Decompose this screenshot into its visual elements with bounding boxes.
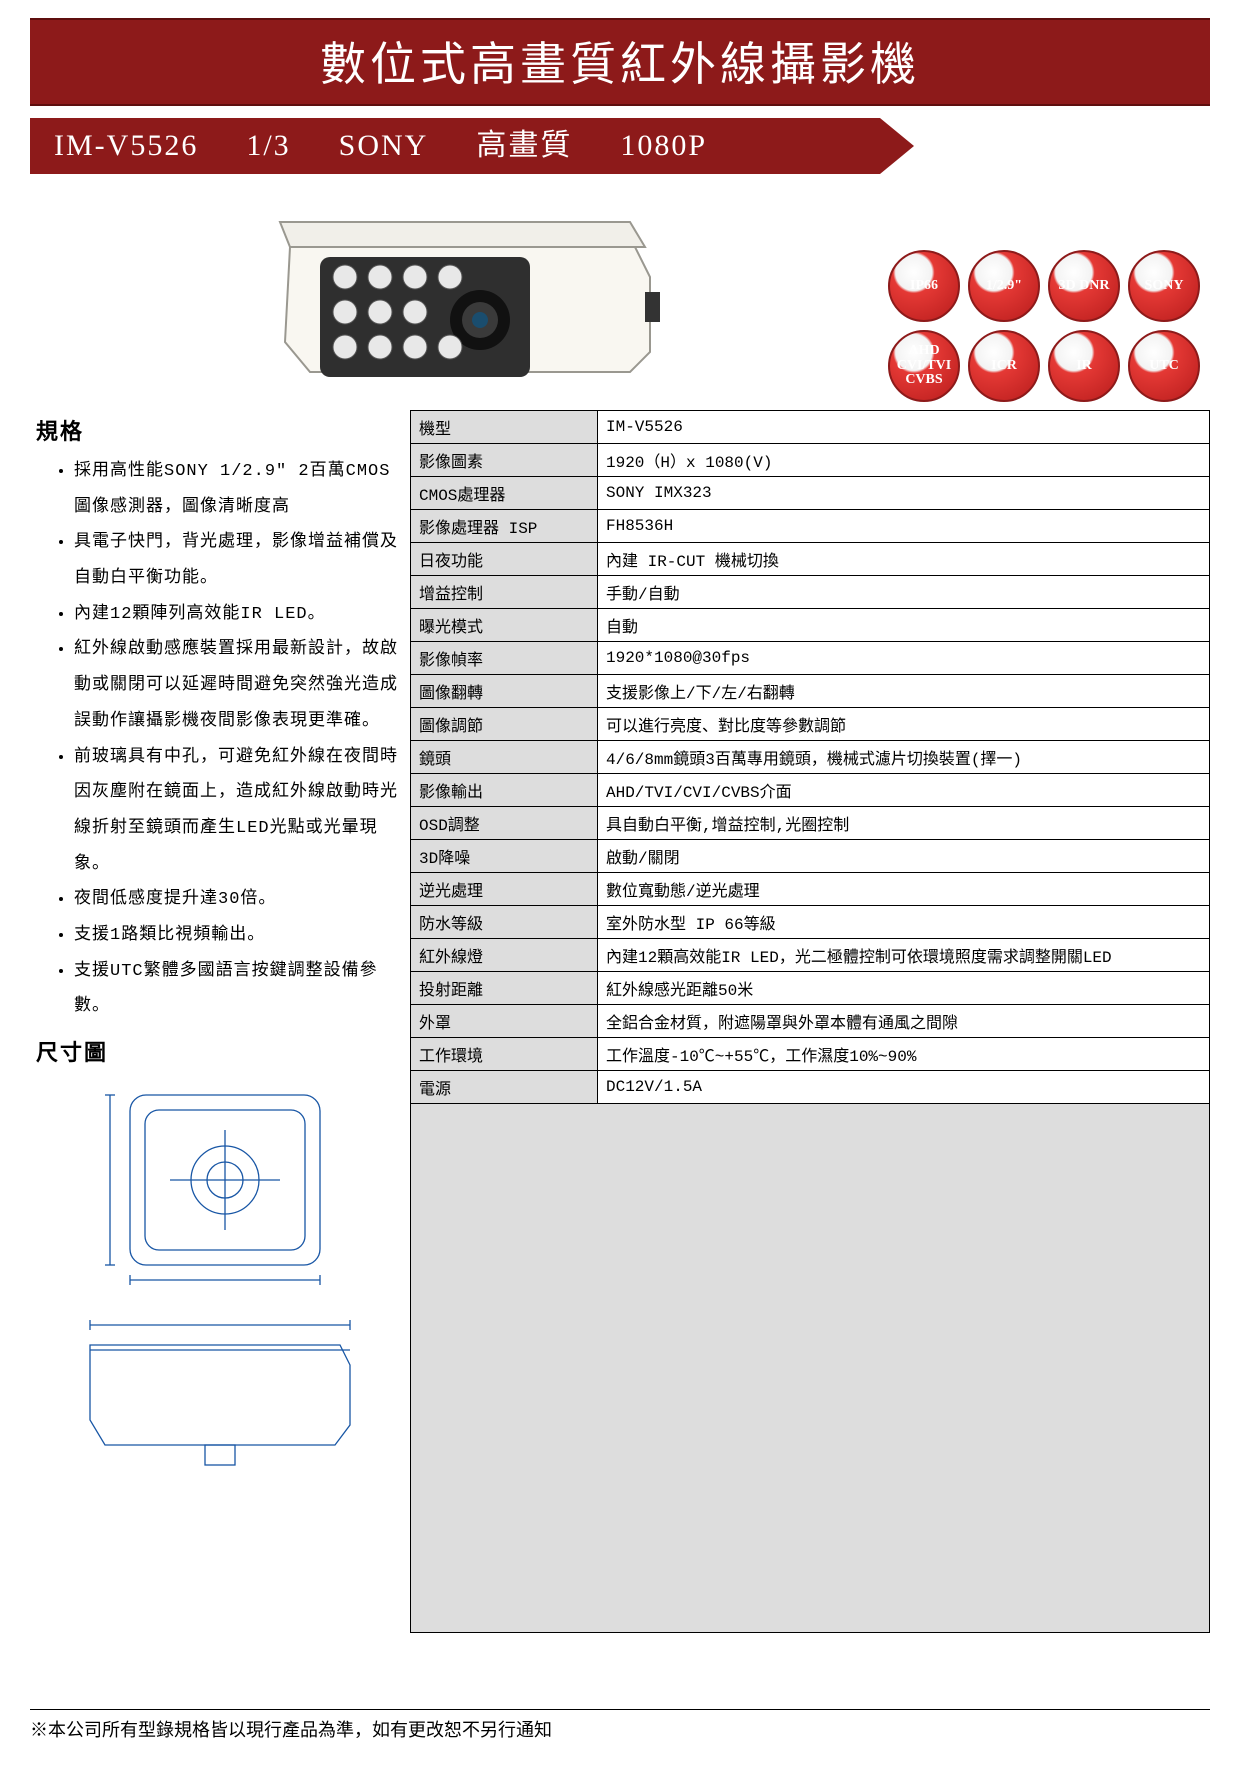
table-key: 增益控制 [411,576,598,609]
table-key: 鏡頭 [411,741,598,774]
table-value: 紅外線感光距離50米 [598,972,1210,1005]
spec-bullet: 採用高性能SONY 1/2.9" 2百萬CMOS圖像感測器，圖像清晰度高 [74,454,402,525]
spec-heading: 規格 [36,414,402,446]
spec-bullet: 支援1路類比視頻輸出。 [74,918,402,954]
page-title: 數位式高畫質紅外線攝影機 [30,28,1210,94]
footer-note: ※本公司所有型錄規格皆以現行產品為準，如有更改恕不另行通知 [30,1709,1210,1742]
dimension-drawing [30,1075,402,1475]
table-value: 室外防水型 IP 66等級 [598,906,1210,939]
table-row: CMOS處理器SONY IMX323 [411,477,1210,510]
feature-badge-2: 3D DNR [1048,250,1120,322]
spec-bullets: 採用高性能SONY 1/2.9" 2百萬CMOS圖像感測器，圖像清晰度高具電子快… [30,454,402,1025]
table-key: 逆光處理 [411,873,598,906]
spec-bullet: 支援UTC繁體多國語言按鍵調整設備參數。 [74,954,402,1025]
table-row: 影像圖素1920（H）x 1080(V) [411,444,1210,477]
feature-badge-6: IR [1048,330,1120,402]
feature-badge-1: 1/2.9" [968,250,1040,322]
table-key: 防水等級 [411,906,598,939]
table-value: DC12V/1.5A [598,1071,1210,1104]
table-value: 1920（H）x 1080(V) [598,444,1210,477]
table-row: OSD調整具自動白平衡,增益控制,光圈控制 [411,807,1210,840]
table-key: 圖像翻轉 [411,675,598,708]
table-value: 啟動/關閉 [598,840,1210,873]
sub-model: IM-V5526 [54,118,198,174]
table-key: 圖像調節 [411,708,598,741]
table-row: 投射距離紅外線感光距離50米 [411,972,1210,1005]
table-value: 手動/自動 [598,576,1210,609]
table-row: 圖像翻轉支援影像上/下/左/右翻轉 [411,675,1210,708]
table-value: SONY IMX323 [598,477,1210,510]
spec-bullet: 紅外線啟動感應裝置採用最新設計，故啟動或關閉可以延遲時間避免突然強光造成誤動作讓… [74,632,402,739]
table-value: 工作溫度-10℃~+55℃，工作濕度10%~90% [598,1038,1210,1071]
table-row: 增益控制手動/自動 [411,576,1210,609]
table-key: 機型 [411,411,598,444]
table-row: 電源DC12V/1.5A [411,1071,1210,1104]
table-key: OSD調整 [411,807,598,840]
table-row: 影像處理器 ISPFH8536H [411,510,1210,543]
feature-badge-5: ICR [968,330,1040,402]
table-value: 自動 [598,609,1210,642]
table-value: AHD/TVI/CVI/CVBS介面 [598,774,1210,807]
table-blank [411,1104,1210,1633]
table-value: 具自動白平衡,增益控制,光圈控制 [598,807,1210,840]
feature-badges: IP661/2.9"3D DNRSONY AHD CVI/TVI CVBSICRI… [888,250,1210,402]
product-image [230,192,670,402]
table-value: 可以進行亮度、對比度等參數調節 [598,708,1210,741]
table-row: 3D降噪啟動/關閉 [411,840,1210,873]
table-row: 圖像調節可以進行亮度、對比度等參數調節 [411,708,1210,741]
table-key: 日夜功能 [411,543,598,576]
spec-table: 機型IM-V5526影像圖素1920（H）x 1080(V)CMOS處理器SON… [410,410,1210,1633]
table-row: 日夜功能內建 IR-CUT 機械切換 [411,543,1210,576]
sub-part-1: SONY [339,118,429,174]
spec-bullet: 具電子快門，背光處理，影像增益補償及自動白平衡功能。 [74,525,402,596]
table-key: 工作環境 [411,1038,598,1071]
table-row: 紅外線燈內建12顆高效能IR LED，光二極體控制可依環境照度需求調整開關LED [411,939,1210,972]
table-value: FH8536H [598,510,1210,543]
table-key: 影像幀率 [411,642,598,675]
spec-bullet: 前玻璃具有中孔，可避免紅外線在夜間時因灰塵附在鏡面上，造成紅外線啟動時光線折射至… [74,740,402,883]
spec-bullet: 內建12顆陣列高效能IR LED。 [74,597,402,633]
feature-badge-3: SONY [1128,250,1200,322]
table-value: 內建12顆高效能IR LED，光二極體控制可依環境照度需求調整開關LED [598,939,1210,972]
table-key: 電源 [411,1071,598,1104]
table-row: 曝光模式自動 [411,609,1210,642]
sub-part-2: 高畫質 [476,118,572,174]
table-value: 內建 IR-CUT 機械切換 [598,543,1210,576]
sub-part-0: 1/3 [246,118,290,174]
table-value: 支援影像上/下/左/右翻轉 [598,675,1210,708]
dimension-heading: 尺寸圖 [36,1035,402,1067]
table-key: CMOS處理器 [411,477,598,510]
feature-badge-0: IP66 [888,250,960,322]
table-key: 曝光模式 [411,609,598,642]
table-key: 投射距離 [411,972,598,1005]
spec-bullet: 夜間低感度提升達30倍。 [74,882,402,918]
table-row: 工作環境工作溫度-10℃~+55℃，工作濕度10%~90% [411,1038,1210,1071]
table-key: 影像圖素 [411,444,598,477]
table-key: 影像處理器 ISP [411,510,598,543]
feature-badge-4: AHD CVI/TVI CVBS [888,330,960,402]
table-row: 影像輸出AHD/TVI/CVI/CVBS介面 [411,774,1210,807]
table-key: 影像輸出 [411,774,598,807]
table-value: 1920*1080@30fps [598,642,1210,675]
table-key: 外罩 [411,1005,598,1038]
feature-badge-7: UTC [1128,330,1200,402]
sub-band: IM-V5526 1/3 SONY 高畫質 1080P [30,118,1210,174]
table-row: 外罩全鋁合金材質，附遮陽罩與外罩本體有通風之間隙 [411,1005,1210,1038]
title-band: 數位式高畫質紅外線攝影機 [30,18,1210,106]
table-row: 逆光處理數位寬動態/逆光處理 [411,873,1210,906]
sub-part-3: 1080P [620,118,707,174]
table-value: 數位寬動態/逆光處理 [598,873,1210,906]
table-value: 4/6/8mm鏡頭3百萬專用鏡頭，機械式濾片切換裝置(擇一) [598,741,1210,774]
table-row: 機型IM-V5526 [411,411,1210,444]
table-row: 防水等級室外防水型 IP 66等級 [411,906,1210,939]
table-value: IM-V5526 [598,411,1210,444]
table-value: 全鋁合金材質，附遮陽罩與外罩本體有通風之間隙 [598,1005,1210,1038]
table-row: 鏡頭4/6/8mm鏡頭3百萬專用鏡頭，機械式濾片切換裝置(擇一) [411,741,1210,774]
table-key: 3D降噪 [411,840,598,873]
table-row: 影像幀率1920*1080@30fps [411,642,1210,675]
table-key: 紅外線燈 [411,939,598,972]
